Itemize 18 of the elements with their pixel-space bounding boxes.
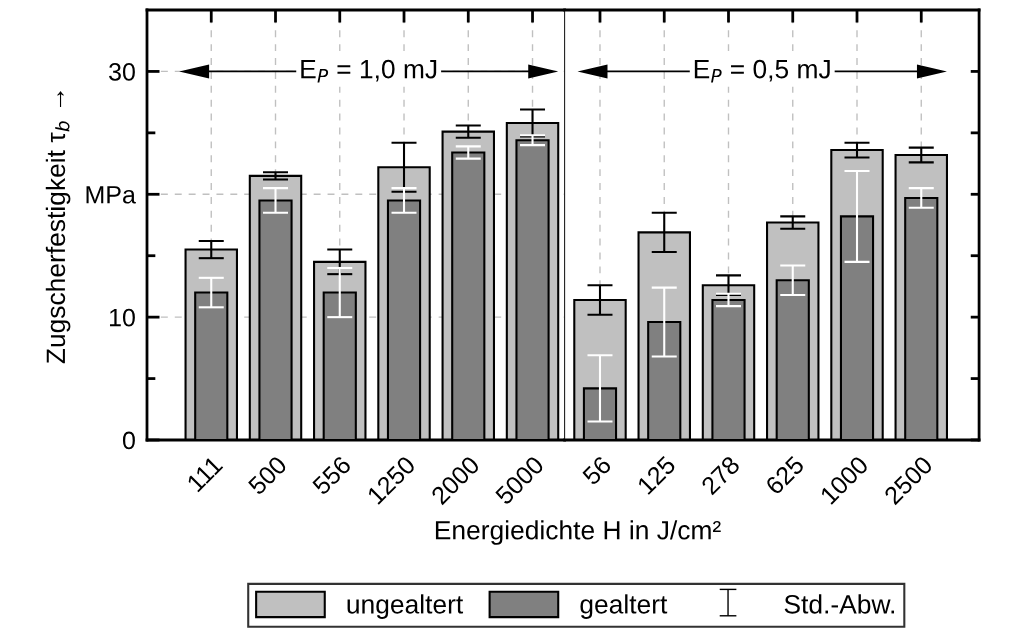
y-tick-label: MPa [86, 186, 136, 204]
x-tick-label: 56 [581, 455, 613, 486]
x-axis-title: Energiedichte H in J/cm² [435, 520, 721, 545]
annotation: E$_{P}$ = 0,5 mJ [694, 59, 830, 83]
y-tick-label: 0 [122, 431, 135, 450]
annotation: E$_{P}$ = 1,0 mJ [301, 59, 437, 83]
x-tick-label: 111 [186, 455, 224, 493]
legend-label: ungealtert [347, 594, 464, 619]
y-tick-label: 10 [109, 308, 135, 327]
y-axis-title: Zugscherfestigkeit τ$_{b}$ → [45, 91, 71, 364]
x-tick-label: 125 [636, 455, 677, 496]
x-tick-label: 556 [311, 455, 352, 496]
legend-label: gealtert [580, 594, 668, 619]
text: Std.-Abw. [784, 594, 894, 614]
y-tick-label: 30 [109, 63, 135, 81]
x-tick-label: 278 [700, 455, 741, 496]
x-tick-label: 625 [764, 455, 805, 496]
x-tick-label: 500 [247, 455, 288, 496]
